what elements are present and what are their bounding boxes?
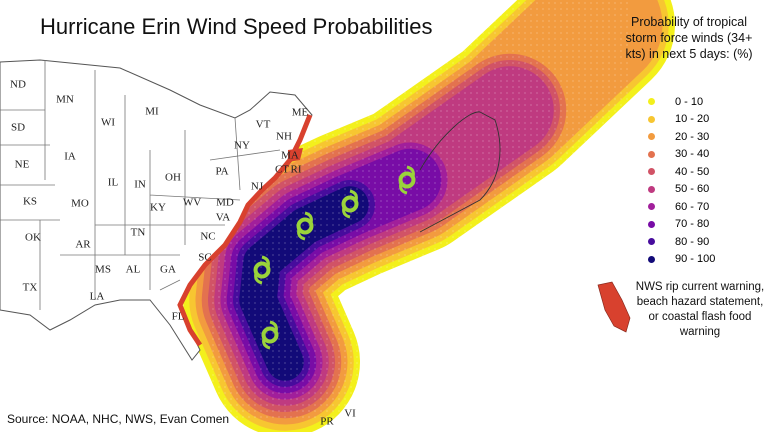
warning-swatch bbox=[597, 281, 631, 333]
state-label: NH bbox=[276, 131, 292, 143]
legend-item: 80 - 90 bbox=[648, 233, 715, 251]
state-label: PR bbox=[320, 416, 334, 428]
legend-swatch bbox=[648, 98, 655, 106]
state-label: VA bbox=[216, 212, 231, 224]
legend-swatch bbox=[648, 115, 655, 123]
legend-swatch bbox=[648, 255, 655, 263]
state-label: AR bbox=[75, 239, 91, 251]
legend-item: 70 - 80 bbox=[648, 216, 715, 234]
state-label: CT bbox=[275, 164, 289, 176]
state-label: MD bbox=[216, 197, 234, 209]
legend-item: 20 - 30 bbox=[648, 128, 715, 146]
coastal-warning bbox=[288, 148, 303, 162]
state-label: IA bbox=[64, 151, 76, 163]
state-label: PA bbox=[215, 166, 228, 178]
legend-label: 40 - 50 bbox=[675, 165, 710, 178]
legend-item: 10 - 20 bbox=[648, 111, 715, 129]
state-label: IN bbox=[134, 179, 146, 191]
legend-label: 10 - 20 bbox=[675, 113, 710, 126]
state-label: GA bbox=[160, 264, 176, 276]
storm-arm bbox=[254, 255, 270, 285]
state-label: MA bbox=[281, 150, 299, 162]
state-label: MS bbox=[95, 264, 111, 276]
legend-label: 80 - 90 bbox=[675, 235, 710, 248]
legend-swatch bbox=[648, 203, 655, 211]
storm-symbol bbox=[296, 217, 314, 235]
legend-label: 50 - 60 bbox=[675, 183, 710, 196]
legend-label: 60 - 70 bbox=[675, 200, 710, 213]
chart-title: Hurricane Erin Wind Speed Probabilities bbox=[40, 14, 433, 39]
state-label: SD bbox=[11, 122, 25, 134]
legend-item: 0 - 10 bbox=[648, 93, 715, 111]
legend-swatch bbox=[648, 185, 655, 193]
state-label: FL bbox=[172, 311, 185, 323]
legend-item: 50 - 60 bbox=[648, 181, 715, 199]
storm-arm bbox=[342, 189, 358, 219]
source: Source: NOAA, NHC, NWS, Evan Comen bbox=[7, 412, 230, 426]
state-label: ND bbox=[10, 79, 26, 91]
state-label: RI bbox=[291, 164, 302, 176]
legend-label: 30 - 40 bbox=[675, 148, 710, 161]
state-label: VT bbox=[256, 119, 271, 131]
state-label: KS bbox=[23, 196, 37, 208]
legend-item: 90 - 100 bbox=[648, 251, 715, 269]
state-label: WV bbox=[183, 197, 201, 209]
state-label: NE bbox=[15, 159, 30, 171]
state-label: OK bbox=[25, 232, 41, 244]
state-label: MI bbox=[145, 106, 159, 118]
legend-swatch bbox=[648, 133, 655, 141]
legend-swatch bbox=[648, 150, 655, 158]
storm-arm bbox=[399, 165, 415, 195]
state-borders bbox=[0, 60, 281, 310]
legend: 0 - 10 10 - 20 20 - 30 30 - 40 40 - 50 50 - 6… bbox=[648, 93, 715, 268]
state-label: TX bbox=[23, 282, 38, 294]
state-label: NY bbox=[234, 140, 250, 152]
state-label: NC bbox=[200, 231, 215, 243]
state-label: ME bbox=[292, 107, 309, 119]
storm-symbol bbox=[398, 171, 416, 189]
legend-item: 60 - 70 bbox=[648, 198, 715, 216]
state-label: WI bbox=[101, 117, 115, 129]
state-label: LA bbox=[90, 291, 105, 303]
legend-item: 30 - 40 bbox=[648, 146, 715, 164]
legend-label: 0 - 10 bbox=[675, 95, 704, 108]
state-label: TN bbox=[131, 227, 146, 239]
legend-label: 70 - 80 bbox=[675, 218, 710, 231]
state-label: NJ bbox=[251, 181, 264, 193]
storm-symbol bbox=[341, 195, 359, 213]
legend-swatch bbox=[648, 238, 655, 246]
legend-item: 40 - 50 bbox=[648, 163, 715, 181]
state-label: MO bbox=[71, 198, 89, 210]
storm-positions bbox=[253, 165, 416, 350]
storm-symbol bbox=[253, 261, 271, 279]
state-label: SC bbox=[198, 252, 211, 264]
state-label: AL bbox=[126, 264, 141, 276]
warning-legend-label: NWS rip current warning, beach hazard st… bbox=[635, 281, 765, 338]
storm-arm bbox=[297, 211, 313, 241]
legend-label: 20 - 30 bbox=[675, 130, 710, 143]
legend-swatch bbox=[648, 168, 655, 176]
state-label: MN bbox=[56, 94, 74, 106]
state-label: KY bbox=[150, 202, 166, 214]
state-label: VI bbox=[344, 408, 356, 420]
state-label: IL bbox=[108, 177, 119, 189]
storm-arm bbox=[262, 320, 278, 350]
legend-swatch bbox=[648, 220, 655, 228]
legend-label: 90 - 100 bbox=[675, 253, 716, 266]
legend-title: Probability of tropical storm force wind… bbox=[625, 15, 753, 61]
state-label: OH bbox=[165, 172, 181, 184]
cone-outline bbox=[419, 111, 501, 233]
grid-dots bbox=[210, 0, 630, 420]
storm-symbol bbox=[261, 326, 279, 344]
